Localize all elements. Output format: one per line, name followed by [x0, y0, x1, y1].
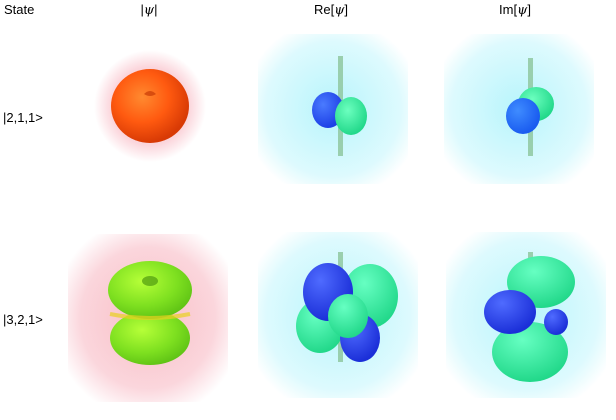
plot-211-abs-svg: [94, 50, 206, 162]
abs-bar-left: |: [140, 2, 144, 17]
abs-psi-header: |ψ|: [141, 2, 158, 18]
re-suffix: ]: [344, 2, 349, 17]
re-psi-symbol: ψ: [334, 3, 345, 18]
torus-hole: [142, 276, 158, 286]
right-negative-lobe: [544, 309, 568, 335]
plot-321-re-svg: [258, 232, 418, 398]
positive-lobe: [335, 97, 367, 135]
row-label-211: |2,1,1>: [3, 110, 43, 125]
left-negative-lobe: [484, 290, 536, 334]
lower-positive-lobe: [492, 322, 568, 382]
negative-lobe: [506, 98, 540, 134]
im-psi-header: Im[ψ]: [499, 2, 531, 18]
equatorial-ring: [109, 312, 191, 320]
re-psi-header: Re[ψ]: [314, 2, 348, 18]
plot-321-im: [446, 232, 606, 398]
plot-321-im-svg: [446, 232, 606, 398]
im-suffix: ]: [527, 2, 531, 17]
im-prefix: Im[: [499, 2, 518, 17]
upper-torus: [108, 261, 192, 319]
plot-321-re: [258, 232, 418, 398]
plot-321-abs: [68, 228, 228, 402]
plot-211-im-svg: [444, 34, 594, 184]
abs-psi-symbol: ψ: [143, 3, 155, 18]
lower-torus: [110, 311, 190, 365]
dimple-top: [144, 91, 156, 96]
plot-211-abs: [70, 36, 230, 196]
orange-density-lobe: [111, 69, 189, 143]
plot-321-abs-svg: [68, 234, 228, 402]
im-psi-symbol: ψ: [517, 3, 528, 18]
abs-bar-right: |: [154, 2, 158, 17]
state-header: State: [4, 2, 35, 17]
row-label-321: |3,2,1>: [3, 312, 43, 327]
plot-211-re: [252, 28, 412, 188]
plot-211-im: [444, 28, 604, 188]
re-prefix: Re[: [313, 2, 335, 17]
plot-211-re-svg: [258, 34, 408, 184]
center-positive-lobe: [328, 294, 368, 338]
